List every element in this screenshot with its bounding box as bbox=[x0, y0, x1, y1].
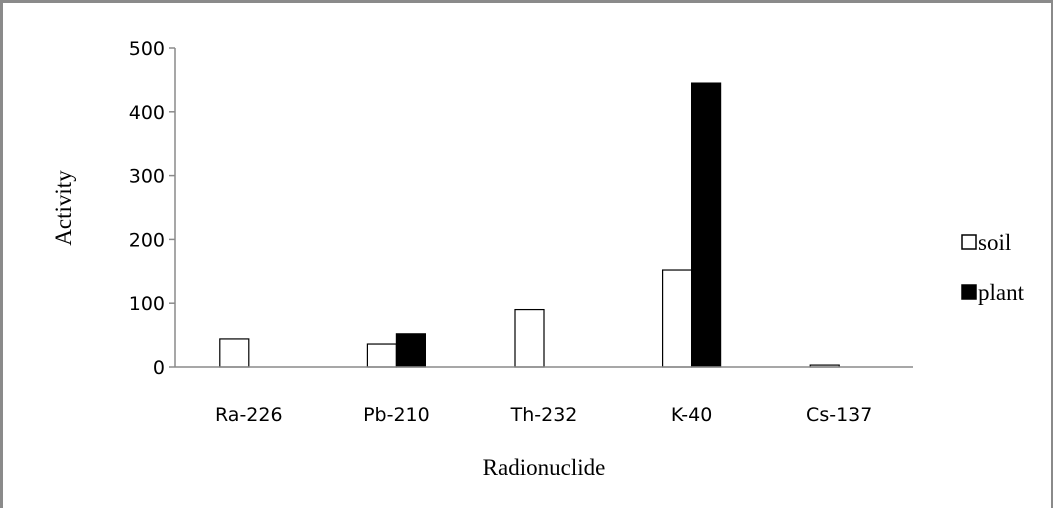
y-tick-label: 400 bbox=[129, 102, 165, 124]
y-tick-label: 500 bbox=[129, 38, 165, 60]
x-axis-ticks: Ra-226 Pb-210 Th-232 K-40 Cs-137 bbox=[215, 404, 872, 426]
x-tick-label: K-40 bbox=[671, 404, 713, 426]
y-tick-label: 0 bbox=[153, 357, 165, 379]
y-tick-label: 100 bbox=[129, 293, 165, 315]
bar-plant-pb-210 bbox=[395, 333, 426, 368]
x-tick-label: Pb-210 bbox=[363, 404, 430, 426]
y-axis-ticks: 0 100 200 300 400 500 bbox=[129, 38, 175, 379]
legend-label-soil: soil bbox=[978, 230, 1011, 255]
y-tick-label: 200 bbox=[129, 229, 165, 251]
bar-soil-th-232 bbox=[514, 308, 545, 368]
bar-plant-k-40 bbox=[690, 82, 722, 368]
y-axis-title: Activity bbox=[51, 170, 76, 246]
y-tick-label: 300 bbox=[129, 166, 165, 188]
legend: soil plant bbox=[961, 230, 1025, 305]
bar-soil-k-40 bbox=[661, 269, 693, 368]
plot-area bbox=[219, 82, 840, 368]
bar-soil-ra-226 bbox=[219, 338, 250, 368]
bar-soil-pb-210 bbox=[366, 343, 397, 368]
x-tick-label: Ra-226 bbox=[215, 404, 283, 426]
legend-swatch-plant bbox=[961, 284, 977, 300]
x-tick-label: Cs-137 bbox=[806, 404, 872, 426]
legend-swatch-soil bbox=[961, 234, 977, 250]
bar-chart: 0 100 200 300 400 500 Ra-226 Pb-210 Th-232 K-40 C… bbox=[51, 38, 1025, 480]
legend-label-plant: plant bbox=[978, 280, 1025, 305]
x-axis-title: Radionuclide bbox=[483, 455, 606, 480]
x-tick-label: Th-232 bbox=[510, 404, 578, 426]
